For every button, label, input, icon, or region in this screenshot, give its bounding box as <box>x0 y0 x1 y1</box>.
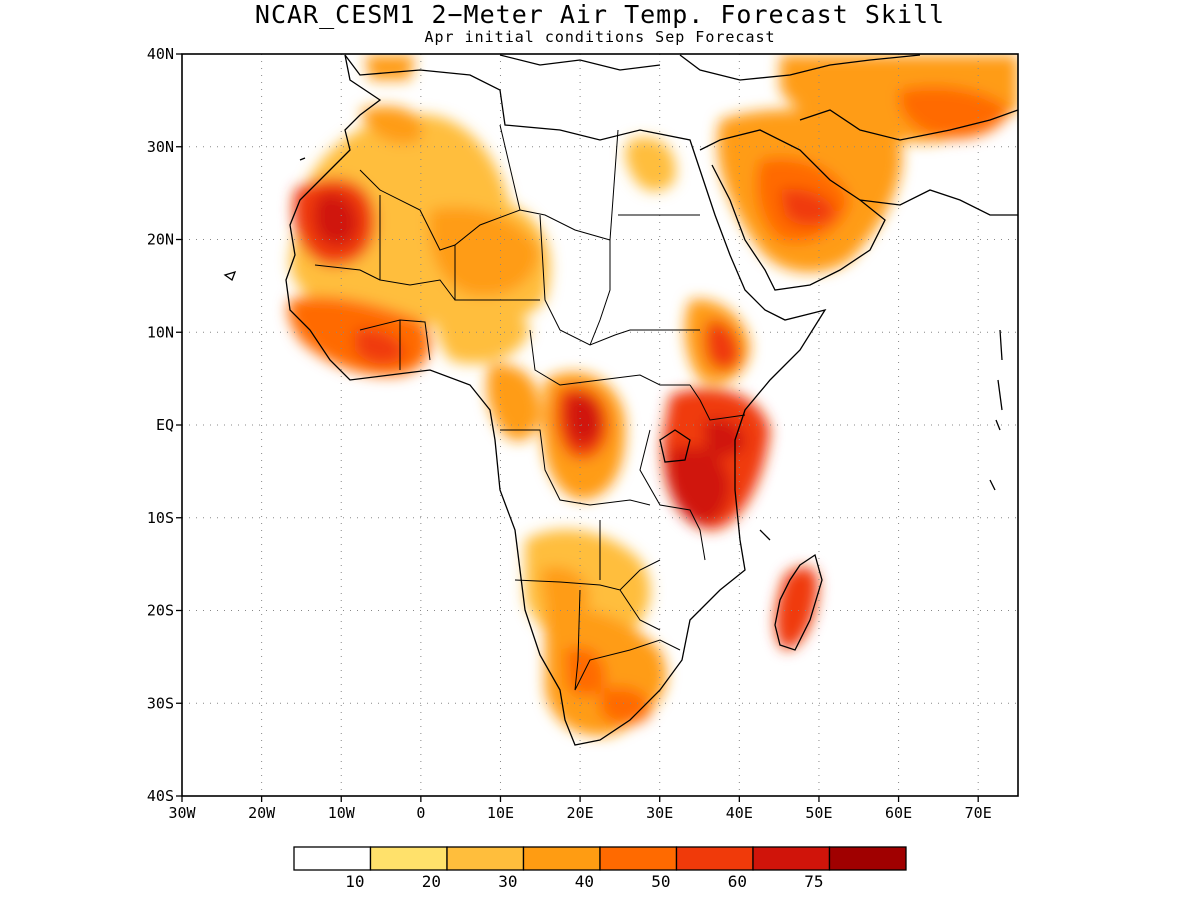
colorbar-label: 60 <box>728 872 747 891</box>
lat-tick-label: 10N <box>147 323 174 341</box>
lon-tick-label: 60E <box>885 804 912 822</box>
colorbar-swatch <box>599 846 678 871</box>
lon-tick-label: 30E <box>646 804 673 822</box>
colorbar-swatch <box>675 846 754 871</box>
colorbar-label: 40 <box>575 872 594 891</box>
lat-tick-label: 30S <box>147 694 174 712</box>
lat-tick-label: 10S <box>147 509 174 527</box>
colorbar-swatch <box>369 846 448 871</box>
colorbar-swatch <box>752 846 831 871</box>
coastlines <box>223 54 1018 746</box>
lon-tick-label: 10W <box>328 804 356 822</box>
colorbar-swatch <box>522 846 601 871</box>
colorbar-label: 30 <box>498 872 517 891</box>
colorbar: 10 20 30 40 50 60 75 <box>293 846 907 891</box>
lat-tick-label: 20S <box>147 602 174 620</box>
skill-shading <box>288 55 1018 736</box>
lat-tick-label: 20N <box>147 231 174 249</box>
colorbar-swatch <box>293 846 372 871</box>
lat-tick-label: 40S <box>147 787 174 805</box>
colorbar-label: 75 <box>804 872 823 891</box>
lon-tick-label: 40E <box>726 804 753 822</box>
lat-tick-label: 30N <box>147 138 174 156</box>
colorbar-label: 20 <box>422 872 441 891</box>
lat-tick-label: EQ <box>156 416 174 434</box>
latitude-axis: 40N 30N 20N 10N EQ 10S 20S 30S 40S <box>147 45 182 805</box>
lon-tick-label: 50E <box>805 804 832 822</box>
map-subtitle: Apr initial conditions Sep Forecast <box>424 28 776 46</box>
lon-tick-label: 0 <box>416 804 425 822</box>
colorbar-label: 10 <box>345 872 364 891</box>
lon-tick-label: 20E <box>567 804 594 822</box>
colorbar-label: 50 <box>651 872 670 891</box>
longitude-axis: 30W 20W 10W 0 10E 20E 30E 40E 50E 60E 70E <box>168 796 992 822</box>
lon-tick-label: 20W <box>248 804 276 822</box>
map-title: NCAR_CESM1 2−Meter Air Temp. Forecast Sk… <box>254 0 946 29</box>
colorbar-swatch <box>446 846 525 871</box>
colorbar-swatch <box>828 846 907 871</box>
country-borders <box>314 124 746 691</box>
lon-tick-label: 70E <box>965 804 992 822</box>
lon-tick-label: 10E <box>487 804 514 822</box>
lat-tick-label: 40N <box>147 45 174 63</box>
lon-tick-label: 30W <box>168 804 196 822</box>
